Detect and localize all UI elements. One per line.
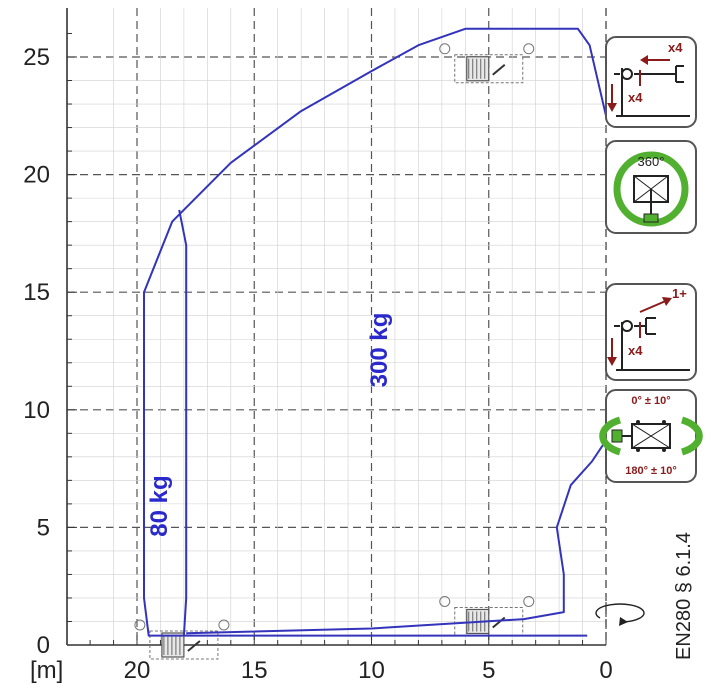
- y-tick-label: 5: [37, 514, 50, 541]
- operator-figure: [439, 595, 451, 607]
- y-tick-label: 25: [23, 44, 50, 71]
- x-tick-label: 0: [599, 657, 612, 684]
- x-tick-label: 10: [358, 657, 385, 684]
- y-tick-labels: 25 20 15 10 5 0: [23, 44, 50, 659]
- x-tick-label: 15: [241, 657, 268, 684]
- grid: [67, 8, 607, 645]
- y-tick-label: 15: [23, 279, 50, 306]
- working-envelope: [143, 27, 607, 637]
- outrigger-partial-top: 1+: [672, 286, 687, 301]
- minor-ticks: [67, 32, 607, 646]
- envelope-inner-line: [178, 209, 188, 636]
- outrigger-count-side: x4: [628, 90, 643, 105]
- platform-cage: [454, 54, 524, 84]
- x-tick-labels: 20 15 10 5 0: [124, 657, 613, 684]
- boom-arm: [492, 616, 506, 629]
- platform-sketch: [134, 619, 230, 660]
- x-unit-label: [m]: [30, 657, 63, 684]
- rotation-front-label: 0° ± 10°: [631, 395, 670, 407]
- operator-figure: [439, 43, 451, 55]
- x-tick-label: 5: [482, 657, 495, 684]
- panel-rotation-360: 360°: [605, 140, 697, 234]
- y-tick-label: 0: [37, 632, 50, 659]
- envelope-outer-line: [143, 27, 607, 637]
- platform-sketch: [439, 43, 535, 84]
- operator-figure: [523, 43, 535, 55]
- rotation-rear-label: 180° ± 10°: [625, 465, 677, 477]
- platform-basket: [466, 56, 490, 82]
- outrigger-count-top: x4: [668, 40, 683, 55]
- outrigger-partial-side: x4: [628, 343, 643, 358]
- x-tick-label: 20: [124, 657, 151, 684]
- standard-label: EN280 § 6.1.4: [673, 532, 695, 660]
- platform-sketches: [134, 43, 535, 660]
- platform-sketch: [439, 595, 535, 636]
- panel-outriggers-partial: 1+ x4: [605, 283, 697, 381]
- y-tick-label: 20: [23, 162, 50, 189]
- envelope-lower-line: [186, 439, 607, 635]
- capacity-label-80kg: 80 kg: [146, 475, 173, 536]
- boom-arm: [492, 63, 506, 76]
- operator-figure: [134, 619, 146, 631]
- rotation-symbol: [595, 602, 645, 630]
- operator-figure: [523, 595, 535, 607]
- y-tick-label: 10: [23, 397, 50, 424]
- panel-rotation-limited: 0° ± 10° 180° ± 10°: [599, 389, 703, 483]
- operator-figure: [218, 619, 230, 631]
- rotation-360-label: 360°: [638, 154, 665, 169]
- platform-cage: [149, 630, 219, 660]
- capacity-label-300kg: 300 kg: [366, 313, 393, 388]
- panel-outriggers-full: x4 x4: [605, 36, 697, 128]
- boom-arm: [187, 640, 201, 652]
